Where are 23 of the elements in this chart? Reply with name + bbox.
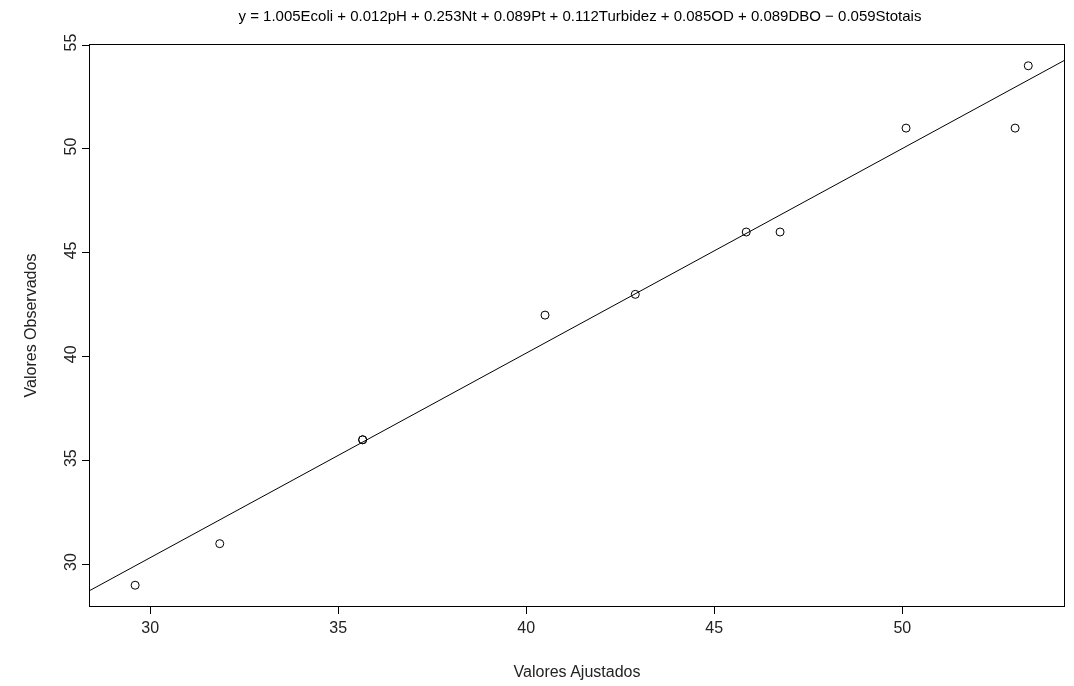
point (775, 227, 785, 237)
y-tick-label: 40 (61, 345, 79, 364)
x-tick-label: 30 (141, 619, 160, 637)
point (901, 123, 911, 133)
point (1023, 61, 1033, 71)
y-tick-label: 50 (61, 137, 79, 156)
point (540, 310, 550, 320)
y-tick-label: 35 (61, 449, 79, 468)
x-tick-label: 40 (517, 619, 536, 637)
point (1010, 123, 1020, 133)
y-tick-label: 55 (61, 33, 79, 52)
x-tick-label: 50 (893, 619, 912, 637)
x-tick-label: 35 (329, 619, 348, 637)
x-tick-label: 45 (705, 619, 724, 637)
x-axis-title: Valores Ajustados (513, 662, 641, 680)
point (215, 539, 225, 549)
y-tick-label: 30 (61, 553, 79, 571)
point (741, 227, 751, 237)
point (630, 289, 640, 299)
point (130, 580, 140, 590)
y-axis-title: Valores Observados (22, 253, 40, 398)
chart-title: y = 1.005Ecoli + 0.012pH + 0.253Nt + 0.089Pt + 0.112Turbidez + 0.085OD + 0.089DBO − 0.059Stotais (238, 6, 922, 24)
y-tick-label: 45 (61, 241, 79, 260)
